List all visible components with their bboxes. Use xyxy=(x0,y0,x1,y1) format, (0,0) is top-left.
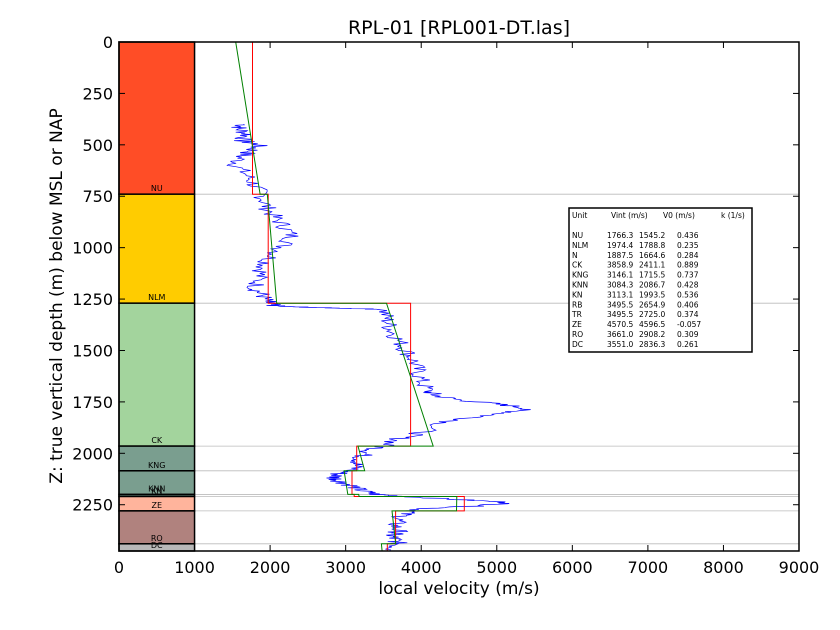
legend-cell: 0.428 xyxy=(677,281,699,290)
y-tick-label: 1500 xyxy=(72,341,113,360)
legend-cell: 1887.5 xyxy=(607,251,633,260)
unit-label-nlm: NLM xyxy=(148,293,165,302)
unit-label-ze: ZE xyxy=(152,501,163,510)
legend-cell: CK xyxy=(572,261,583,270)
unit-block-ck xyxy=(118,302,196,447)
legend-cell: 2725.0 xyxy=(639,310,665,319)
legend-cell: KN xyxy=(572,290,583,299)
legend-header: k (1/s) xyxy=(721,211,745,220)
legend-cell: KNG xyxy=(572,271,589,280)
legend-cell: -0.057 xyxy=(677,320,701,329)
legend-cell: RB xyxy=(572,300,582,309)
legend-cell: 3495.5 xyxy=(607,310,633,319)
legend-cell: 3495.5 xyxy=(607,300,633,309)
unit-label-ro: RO xyxy=(151,534,163,543)
legend-cell: 0.436 xyxy=(677,231,699,240)
series-log-velocity xyxy=(226,124,531,551)
chart-title: RPL-01 [RPL001-DT.las] xyxy=(348,17,570,39)
legend-cell: TR xyxy=(571,310,582,319)
unit-label-knn: KNN xyxy=(148,484,165,493)
y-tick-label: 250 xyxy=(82,84,113,103)
legend-cell: 0.536 xyxy=(677,290,699,299)
x-tick-label: 8000 xyxy=(703,558,744,577)
y-tick-label: 0 xyxy=(103,33,113,52)
x-tick-label: 5000 xyxy=(476,558,517,577)
x-tick-label: 2000 xyxy=(250,558,291,577)
y-axis-label: Z: true vertical depth (m) below MSL or … xyxy=(47,108,67,483)
legend-cell: 2908.2 xyxy=(639,330,665,339)
legend-cell: 0.889 xyxy=(677,261,699,270)
x-tick-label: 7000 xyxy=(628,558,669,577)
legend-cell: 1766.3 xyxy=(607,231,633,240)
y-tick-label: 1250 xyxy=(72,290,113,309)
x-tick-label: 4000 xyxy=(401,558,442,577)
unit-label-kn: KN xyxy=(151,487,162,496)
legend-cell: 2836.3 xyxy=(639,340,665,349)
legend-cell: 2411.1 xyxy=(639,261,665,270)
legend-cell: 1545.2 xyxy=(639,231,665,240)
legend-cell: 0.374 xyxy=(677,310,699,319)
legend-header: Vint (m/s) xyxy=(611,211,648,220)
series-v0k-model xyxy=(235,41,458,552)
legend-table: Unit Vint (m/s) V0 (m/s) k (1/s) NU 1766.3 154… xyxy=(568,207,753,353)
unit-label-nu: NU xyxy=(151,184,163,193)
legend-cell: 3858.9 xyxy=(607,261,633,270)
y-tick-label: 1000 xyxy=(72,239,113,258)
x-tick-label: 9000 xyxy=(779,558,820,577)
legend-header: Unit xyxy=(572,211,587,220)
y-tick-label: 2000 xyxy=(72,444,113,463)
x-tick-label: 0 xyxy=(114,558,124,577)
unit-block-nlm xyxy=(118,193,196,304)
x-tick-label: 1000 xyxy=(174,558,215,577)
legend-cell: 3084.3 xyxy=(607,281,633,290)
y-tick-label: 1750 xyxy=(72,393,113,412)
unit-block-nu xyxy=(118,41,196,195)
legend-cell: 0.737 xyxy=(677,271,699,280)
legend-header: V0 (m/s) xyxy=(663,211,695,220)
legend-cell: 2086.7 xyxy=(639,281,665,290)
y-tick-label: 750 xyxy=(82,187,113,206)
legend-cell: 4570.5 xyxy=(607,320,633,329)
legend-cell: ZE xyxy=(572,320,582,329)
legend-cell: 3146.1 xyxy=(607,271,633,280)
legend-cell: 1715.5 xyxy=(639,271,665,280)
legend-cell: 3551.0 xyxy=(607,340,633,349)
legend-box xyxy=(568,207,753,353)
unit-block-kng xyxy=(118,445,196,472)
legend-cell: RO xyxy=(572,330,583,339)
unit-label-dc: DC xyxy=(151,541,163,550)
legend-cell: 1664.6 xyxy=(639,251,665,260)
legend-cell: DC xyxy=(572,340,583,349)
legend-cell: 1974.4 xyxy=(607,241,633,250)
y-tick-label: 500 xyxy=(82,136,113,155)
unit-label-ck: CK xyxy=(151,436,163,445)
legend-cell: 0.261 xyxy=(677,340,699,349)
unit-block-ro xyxy=(118,510,196,545)
legend-cell: 0.406 xyxy=(677,300,699,309)
unit-label-kng: KNG xyxy=(148,461,165,470)
series-interval-velocity xyxy=(252,42,465,551)
plot-frame xyxy=(118,41,800,552)
x-axis-label: local velocity (m/s) xyxy=(378,579,539,599)
legend-cell: NU xyxy=(572,231,583,240)
legend-cell: 0.309 xyxy=(677,330,699,339)
legend-cell: KNN xyxy=(572,281,588,290)
y-tick-label: 2250 xyxy=(72,496,113,515)
legend-cell: 4596.5 xyxy=(639,320,665,329)
legend-cell: NLM xyxy=(572,241,588,250)
legend-cell: 1788.8 xyxy=(639,241,665,250)
legend-cell: 0.235 xyxy=(677,241,699,250)
legend-cell: 3113.1 xyxy=(607,290,633,299)
legend-cell: 3661.0 xyxy=(607,330,633,339)
legend-cell: 1993.5 xyxy=(639,290,665,299)
legend-cell: N xyxy=(572,251,578,260)
legend-cell: 2654.9 xyxy=(639,300,665,309)
x-tick-label: 3000 xyxy=(325,558,366,577)
legend-cell: 0.284 xyxy=(677,251,699,260)
x-tick-label: 6000 xyxy=(552,558,593,577)
